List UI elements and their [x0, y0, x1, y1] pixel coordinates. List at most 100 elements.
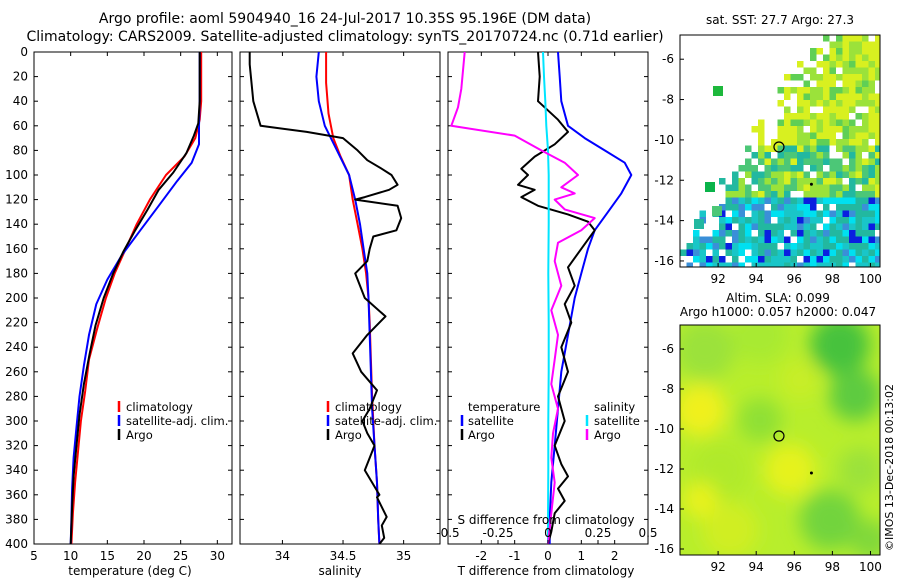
map-x-tick-label: 100 — [859, 560, 882, 574]
sst-cell — [842, 35, 849, 42]
legend-argo: Argo — [335, 428, 362, 442]
sst-cell — [868, 165, 875, 172]
sla-blob — [810, 325, 870, 375]
sst-cell — [862, 139, 869, 146]
sst-cell — [790, 204, 797, 211]
sst-cell — [777, 171, 784, 178]
sst-cell — [810, 217, 817, 224]
series-line-s-argo — [450, 52, 596, 544]
sst-cell — [790, 178, 797, 185]
sst-cell — [855, 87, 862, 94]
sst-cell — [816, 210, 823, 217]
sst-cell — [836, 35, 843, 42]
sst-cell — [875, 158, 880, 165]
sst-cell — [836, 158, 843, 165]
x-tick-label: 30 — [210, 549, 225, 563]
sst-cell — [849, 223, 856, 230]
sst-cell — [732, 236, 739, 243]
sst-cell — [842, 87, 849, 94]
sst-cell — [751, 191, 758, 198]
legend-s-satellite: satellite — [594, 414, 640, 428]
sla-blob — [850, 520, 880, 555]
sst-cell — [725, 204, 732, 211]
sst-cell — [836, 100, 843, 107]
sst-cell — [738, 204, 745, 211]
sst-cell — [836, 204, 843, 211]
sst-cell — [758, 171, 765, 178]
sst-cell — [875, 262, 880, 267]
sst-map-frame — [679, 34, 881, 268]
sst-cell — [784, 126, 791, 133]
sst-cell — [862, 165, 869, 172]
sst-cell — [836, 210, 843, 217]
sst-cell — [855, 210, 862, 217]
salinity-x-ticks: 34 34.5 35 — [275, 52, 411, 563]
sst-cell — [823, 158, 830, 165]
sst-cell — [725, 249, 732, 256]
sst-cell — [823, 67, 830, 74]
sst-cell — [823, 171, 830, 178]
sst-cell — [829, 236, 836, 243]
sst-cell — [862, 132, 869, 139]
sst-cell — [712, 243, 719, 250]
sst-cell — [829, 178, 836, 185]
sst-cell — [725, 262, 732, 267]
sst-cell — [849, 236, 856, 243]
sst-cell — [862, 145, 869, 152]
sst-cell — [849, 204, 856, 211]
sst-cell — [771, 210, 778, 217]
sst-cell — [699, 249, 706, 256]
sst-cell — [855, 126, 862, 133]
sst-cell — [797, 178, 804, 185]
sst-cell — [686, 262, 693, 267]
sst-cell — [784, 256, 791, 263]
sst-cell — [725, 223, 732, 230]
sst-cell — [699, 243, 706, 250]
sst-cell — [803, 106, 810, 113]
sst-cell — [829, 256, 836, 263]
sst-cell — [771, 249, 778, 256]
sst-cell — [868, 230, 875, 237]
sst-cell — [849, 152, 856, 159]
sst-cell — [849, 249, 856, 256]
sst-cell — [738, 230, 745, 237]
sst-cell — [875, 113, 880, 120]
sst-cell — [875, 132, 880, 139]
sst-cell — [784, 113, 791, 120]
sst-cell — [849, 191, 856, 198]
s-tick-label: 0.5 — [638, 526, 657, 540]
sst-cell — [836, 113, 843, 120]
sst-cell — [875, 100, 880, 107]
sst-cell — [862, 54, 869, 61]
sst-cell — [875, 197, 880, 204]
sst-cell — [816, 256, 823, 263]
sst-cell — [842, 243, 849, 250]
sst-cell — [855, 74, 862, 81]
sst-cell — [758, 126, 765, 133]
depth-tick-label: 320 — [5, 439, 28, 453]
sst-cell — [680, 249, 687, 256]
sst-cell — [784, 217, 791, 224]
sst-cell — [816, 165, 823, 172]
sst-cell — [868, 171, 875, 178]
sst-cell — [745, 217, 752, 224]
sst-cell — [816, 249, 823, 256]
sst-cell — [797, 243, 804, 250]
sst-cell — [803, 132, 810, 139]
sst-cell — [803, 87, 810, 94]
sst-cell — [745, 256, 752, 263]
sst-cell — [816, 61, 823, 68]
sst-cell — [712, 236, 719, 243]
sst-cell — [764, 191, 771, 198]
float-track-point — [809, 182, 813, 186]
legend-salinity-header: salinity — [594, 400, 635, 414]
sst-cell — [797, 158, 804, 165]
sst-cell — [705, 182, 715, 192]
depth-tick-label: 60 — [13, 119, 28, 133]
sst-cell — [862, 119, 869, 126]
sst-cell — [797, 132, 804, 139]
sst-cell — [751, 236, 758, 243]
sst-cell — [764, 145, 771, 152]
sst-cell — [790, 158, 797, 165]
